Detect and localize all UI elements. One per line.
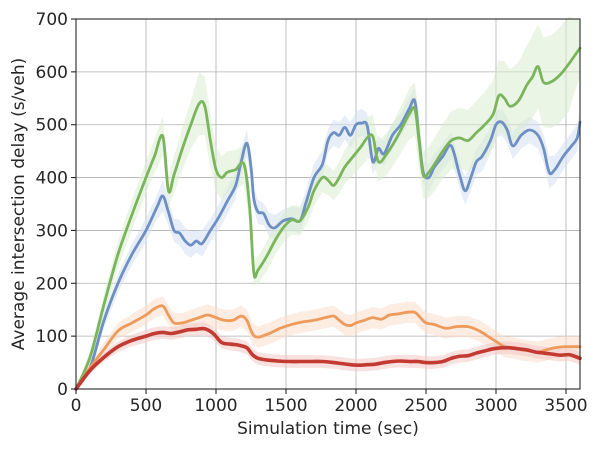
axes bbox=[71, 18, 581, 394]
y-tick-label: 700 bbox=[36, 10, 68, 30]
series-4-band bbox=[76, 322, 580, 389]
tick-labels: 0 500 1000 1500 2000 2500 3000 3500 0 100 200 300 40… bbox=[36, 10, 588, 416]
confidence-bands bbox=[76, 16, 580, 390]
y-tick-label: 300 bbox=[36, 221, 68, 241]
y-axis-label: Average intersection delay (s/veh) bbox=[9, 58, 29, 350]
y-tick-label: 400 bbox=[36, 169, 68, 189]
y-tick-label: 200 bbox=[36, 274, 68, 294]
x-axis-label: Simulation time (sec) bbox=[237, 419, 419, 439]
series-1-line bbox=[74, 98, 582, 391]
x-tick-label: 1500 bbox=[264, 396, 307, 416]
x-tick-label: 2000 bbox=[334, 396, 377, 416]
x-tick-label: 500 bbox=[130, 396, 162, 416]
x-tick-label: 3500 bbox=[544, 396, 587, 416]
y-tick-label: 100 bbox=[36, 327, 68, 347]
series-3-line bbox=[74, 304, 582, 391]
x-tick-label: 0 bbox=[71, 396, 82, 416]
series-4-line bbox=[74, 326, 582, 391]
series-3-band bbox=[76, 296, 580, 389]
series-lines bbox=[74, 46, 582, 391]
y-tick-label: 0 bbox=[57, 380, 68, 400]
series-2-line bbox=[74, 46, 582, 391]
x-tick-label: 3000 bbox=[474, 396, 517, 416]
x-tick-label: 2500 bbox=[404, 396, 447, 416]
x-tick-label: 1000 bbox=[194, 396, 237, 416]
plot-frame bbox=[75, 18, 581, 390]
series-2-band bbox=[76, 16, 580, 390]
y-tick-label: 500 bbox=[36, 116, 68, 136]
y-tick-label: 600 bbox=[36, 63, 68, 83]
